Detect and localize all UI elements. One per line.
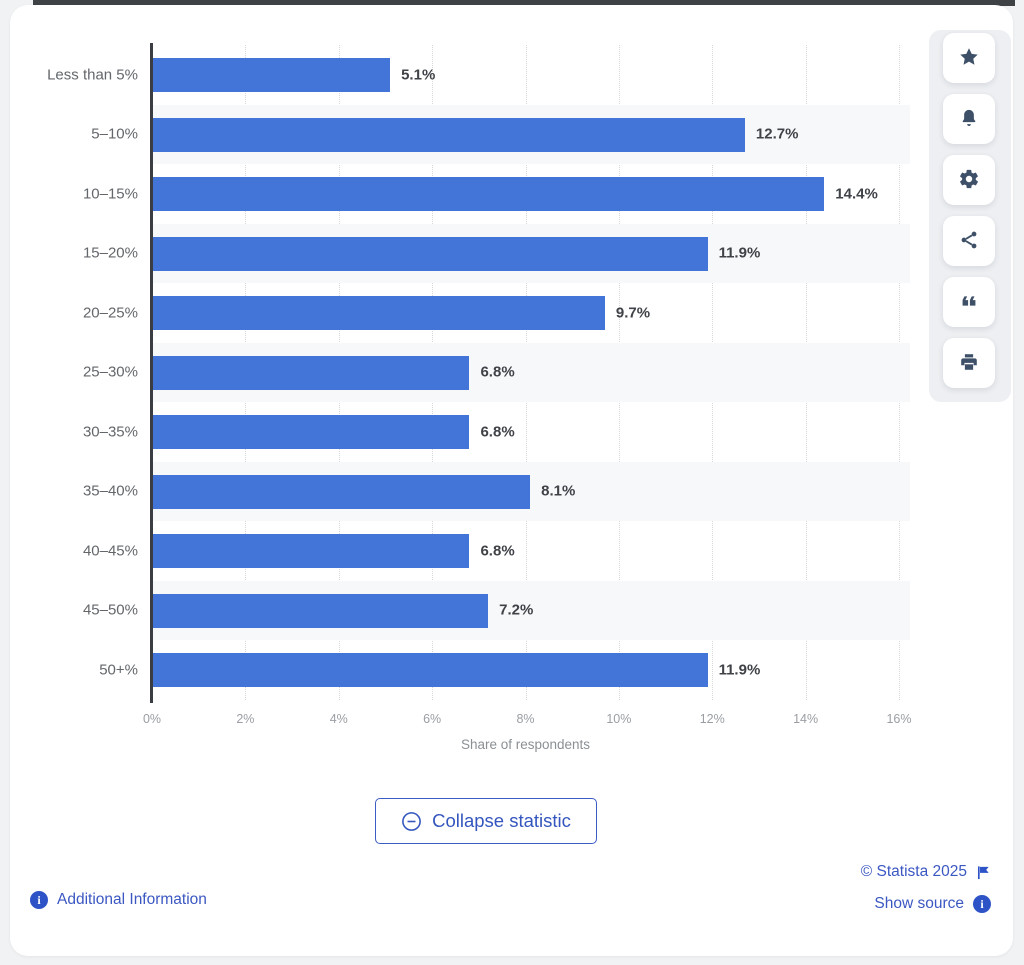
show-source-link[interactable]: Show source i	[874, 895, 991, 913]
x-tick-label: 10%	[606, 712, 632, 726]
info-icon: i	[30, 891, 48, 909]
x-axis-ticks: 0% 2% 4% 6% 8% 10% 12% 14% 16%	[143, 712, 912, 728]
bar[interactable]	[152, 653, 708, 687]
value-label: 11.9%	[718, 661, 761, 679]
value-label: 6.8%	[480, 423, 515, 441]
category-label: 5–10%	[91, 125, 138, 143]
x-tick-label: 2%	[236, 712, 255, 726]
collapse-statistic-button[interactable]: Collapse statistic	[375, 798, 597, 844]
statistic-card: Less than 5% 5.1% 5–10% 12.7% 10–15% 14.4% 15–…	[10, 5, 1013, 956]
bar-row: 20–25% 9.7%	[83, 283, 910, 343]
bell-icon	[958, 107, 980, 132]
bar-row: 5–10% 12.7%	[91, 104, 910, 164]
value-label: 9.7%	[615, 304, 651, 322]
x-tick-label: 0%	[142, 712, 162, 726]
notifications-button[interactable]	[943, 94, 995, 144]
value-label: 6.8%	[480, 542, 515, 560]
print-button[interactable]	[943, 338, 995, 388]
cite-button[interactable]	[943, 277, 995, 327]
star-icon	[958, 46, 980, 71]
value-label: 6.8%	[480, 363, 515, 381]
x-axis-label: Share of respondents	[460, 737, 591, 752]
bar[interactable]	[152, 534, 470, 568]
quote-icon	[958, 290, 980, 315]
bar-rows: Less than 5% 5.1% 5–10% 12.7% 10–15% 14.4% 15–…	[47, 45, 910, 700]
collapse-statistic-label: Collapse statistic	[432, 810, 571, 831]
bar-row: 35–40% 8.1%	[83, 461, 910, 521]
x-tick-label: 16%	[886, 712, 912, 726]
bar-row: 15–20% 11.9%	[83, 223, 910, 283]
bar[interactable]	[152, 355, 470, 390]
additional-information-link[interactable]: i Additional Information	[30, 891, 207, 909]
value-label: 8.1%	[541, 482, 576, 500]
copyright-text: © Statista 2025	[860, 863, 967, 880]
category-label: 10–15%	[82, 185, 138, 203]
x-tick-label: 14%	[793, 712, 819, 726]
category-label: 25–30%	[82, 363, 138, 381]
bar[interactable]	[152, 236, 708, 271]
x-tick-label: 12%	[699, 712, 725, 726]
bar[interactable]	[152, 58, 391, 92]
bar-row: 50+% 11.9%	[99, 640, 910, 700]
additional-information-label: Additional Information	[57, 891, 207, 908]
share-icon	[958, 229, 980, 254]
favorite-button[interactable]	[943, 33, 995, 83]
value-label: 5.1%	[401, 66, 436, 84]
bar-row: 25–30% 6.8%	[83, 342, 910, 402]
gear-icon	[958, 168, 980, 193]
bar[interactable]	[152, 177, 825, 211]
category-label: 20–25%	[82, 304, 138, 322]
bar-row: 45–50% 7.2%	[83, 580, 910, 640]
minus-circle-icon	[401, 811, 422, 832]
value-label: 11.9%	[718, 244, 761, 262]
bar-row: 30–35% 6.8%	[83, 402, 910, 462]
share-button[interactable]	[943, 216, 995, 266]
category-label: 50+%	[99, 661, 138, 679]
category-label: 15–20%	[82, 244, 138, 262]
value-label: 7.2%	[499, 601, 534, 619]
x-tick-label: 8%	[516, 712, 535, 726]
top-edge-decoration	[33, 0, 1015, 6]
category-label: 40–45%	[82, 542, 138, 560]
bar[interactable]	[152, 593, 489, 628]
bar-row: 40–45% 6.8%	[83, 521, 910, 581]
value-label: 12.7%	[755, 125, 799, 143]
printer-icon	[958, 351, 980, 376]
category-label: Less than 5%	[47, 66, 138, 84]
category-label: 35–40%	[82, 482, 138, 500]
bar[interactable]	[152, 415, 470, 449]
category-label: 30–35%	[82, 423, 138, 441]
bar[interactable]	[152, 117, 745, 152]
flag-icon[interactable]	[976, 865, 991, 880]
bar[interactable]	[152, 296, 605, 330]
bar[interactable]	[152, 474, 531, 509]
show-source-label: Show source	[874, 895, 964, 912]
settings-button[interactable]	[943, 155, 995, 205]
bar-row: 10–15% 14.4%	[83, 164, 910, 224]
x-tick-label: 4%	[329, 712, 348, 726]
x-tick-label: 6%	[423, 712, 442, 726]
value-label: 14.4%	[835, 185, 878, 203]
category-label: 45–50%	[82, 601, 138, 619]
bar-chart: Less than 5% 5.1% 5–10% 12.7% 10–15% 14.4% 15–…	[47, 43, 912, 752]
info-icon: i	[973, 895, 991, 913]
bar-row: Less than 5% 5.1%	[47, 45, 910, 105]
copyright-row: © Statista 2025	[861, 863, 991, 881]
y-axis-line	[150, 43, 153, 703]
